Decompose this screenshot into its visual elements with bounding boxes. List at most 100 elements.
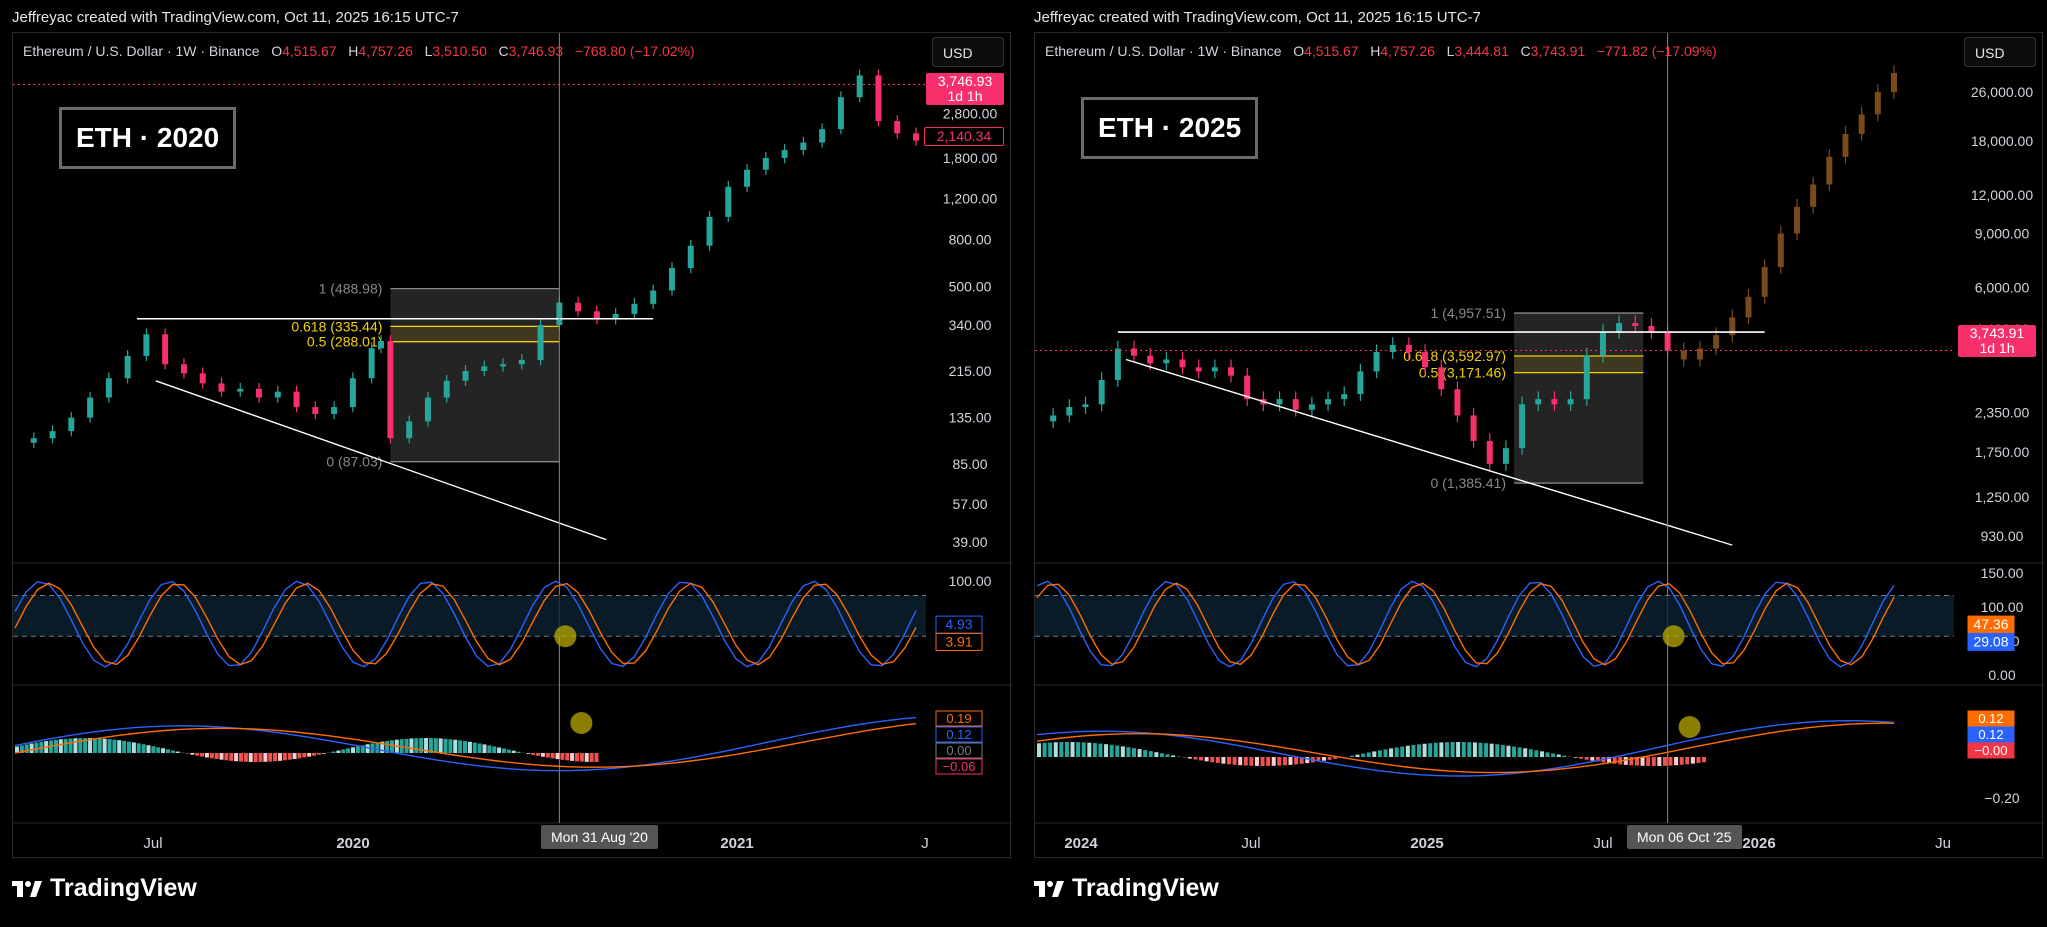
candle	[124, 355, 131, 379]
macd-histogram-bar	[1573, 757, 1578, 758]
macd-histogram-bar	[73, 738, 78, 753]
last-price: 3,743.91	[1969, 325, 2025, 341]
last-price-tag: 3,743.91 1d 1h	[1958, 325, 2036, 357]
macd-histogram-bar	[1623, 757, 1628, 765]
macd-histogram-bar	[1288, 757, 1293, 765]
candle	[1131, 348, 1138, 356]
oscillator-band	[1035, 595, 1954, 637]
candle	[1826, 156, 1833, 185]
fib-level-label: 0.618 (3,592.97)	[1403, 348, 1506, 364]
macd-histogram-bar	[1467, 742, 1472, 757]
macd-histogram-bar	[1450, 742, 1455, 757]
macd-histogram-bar	[1176, 756, 1181, 757]
macd-histogram-bar	[1316, 757, 1321, 762]
macd-histogram-bar	[1126, 747, 1131, 757]
time-axis-label: 2025	[1410, 835, 1443, 852]
price-axis-label: 1,750.00	[1975, 444, 2030, 460]
macd-histogram-bar	[200, 753, 205, 757]
macd-histogram-bar	[579, 753, 584, 762]
candle	[744, 169, 751, 187]
macd-histogram-bar	[1668, 757, 1673, 766]
candle	[331, 407, 338, 415]
macd-histogram-bar	[1154, 752, 1159, 757]
candle	[913, 133, 919, 141]
candle	[1228, 367, 1235, 376]
stoch-k-line	[14, 580, 917, 668]
macd-histogram-bar	[1484, 743, 1489, 757]
trend-line	[1125, 358, 1733, 546]
macd-histogram-bar	[1187, 757, 1192, 759]
candle	[1729, 317, 1736, 336]
macd-histogram-bar	[448, 739, 453, 753]
macd-histogram-bar	[1299, 757, 1304, 764]
macd-histogram-bar	[1070, 742, 1075, 757]
macd-histogram-bar	[1383, 749, 1388, 757]
candle	[762, 157, 769, 170]
credit-text: Jeffreyac created with TradingView.com, …	[12, 9, 459, 26]
tradingview-logo[interactable]: TradingView	[1034, 874, 1219, 903]
chart-frame[interactable]: 2,800.00 1,800.00 1,200.00 800.00 500.00 340.…	[12, 32, 1012, 858]
candle	[1082, 404, 1089, 408]
macd-histogram-bar	[1266, 757, 1271, 766]
macd-histogram-bar	[1512, 746, 1517, 757]
macd-histogram-bar	[375, 742, 380, 753]
macd-histogram-bar	[1590, 757, 1595, 761]
fib-level-label: 0.5 (3,171.46)	[1419, 365, 1506, 381]
macd-histogram-bar	[263, 753, 268, 762]
macd-histogram-bar	[316, 753, 321, 755]
macd-histogram-bar	[97, 738, 102, 753]
macd-histogram-bar	[1227, 757, 1232, 765]
tradingview-logo[interactable]: TradingView	[12, 874, 197, 903]
macd-histogram-bar	[1137, 749, 1142, 757]
macd-histogram-bar	[1662, 757, 1667, 766]
price-axis-label: 1,200.00	[943, 191, 998, 207]
macd-histogram-bar	[380, 741, 385, 753]
macd-histogram-bar	[1372, 751, 1377, 757]
change-value: −768.80 (−17.02%)	[574, 43, 695, 59]
macd-histogram-bar	[1260, 757, 1265, 766]
macd-histogram-bar	[268, 753, 273, 762]
candle	[1858, 114, 1865, 134]
candle	[1874, 92, 1881, 115]
candle	[199, 373, 206, 384]
chart-frame[interactable]: 26,000.00 18,000.00 12,000.00 9,000.00 6,000…	[1034, 32, 2044, 858]
macd-histogram-bar	[92, 738, 97, 753]
candle	[1696, 348, 1703, 360]
macd-histogram-bar	[1629, 757, 1634, 766]
candle	[1147, 355, 1154, 364]
macd-histogram-bar	[477, 743, 482, 753]
macd-signal-line	[1036, 722, 1895, 774]
macd-histogram-bar	[1076, 742, 1081, 757]
open-label: O	[271, 43, 283, 59]
macd-histogram-bar	[1545, 752, 1550, 757]
macd-histogram-bar	[1232, 757, 1237, 765]
close-value: 3,746.93	[508, 43, 564, 59]
change-value: −771.82 (−17.09%)	[1596, 43, 1717, 59]
macd-histogram-bar	[1495, 744, 1500, 757]
candle	[1098, 380, 1105, 405]
currency-button[interactable]: USD	[1964, 37, 2036, 67]
price-axis-label: 1,250.00	[1975, 489, 2030, 505]
macd-histogram-bar	[1417, 744, 1422, 757]
price-chart[interactable]: 2,800.00 1,800.00 1,200.00 800.00 500.00 340.…	[13, 33, 1012, 857]
time-axis-label: J	[921, 835, 929, 852]
macd-histogram-bar	[204, 753, 209, 758]
macd-histogram-bar	[1394, 747, 1399, 757]
macd-histogram-bar	[404, 738, 409, 753]
macd-histogram-bar	[287, 753, 292, 760]
price-axis-label: 57.00	[952, 496, 987, 512]
price-axis-label: 215.00	[949, 363, 992, 379]
currency-button[interactable]: USD	[932, 37, 1004, 67]
macd-histogram-bar	[1456, 742, 1461, 757]
macd-histogram-bar	[1254, 757, 1259, 766]
oscillator-value: 47.36	[1973, 616, 2008, 632]
stoch-d-line	[14, 582, 917, 666]
macd-histogram-bar	[1120, 746, 1125, 757]
brand-name: TradingView	[50, 874, 197, 902]
candle	[575, 302, 582, 312]
candle	[1389, 345, 1396, 353]
macd-histogram-bar	[68, 738, 73, 753]
candle	[1276, 399, 1283, 405]
price-chart[interactable]: 26,000.00 18,000.00 12,000.00 9,000.00 6,000…	[1035, 33, 2044, 857]
macd-histogram-bar	[1221, 757, 1226, 764]
